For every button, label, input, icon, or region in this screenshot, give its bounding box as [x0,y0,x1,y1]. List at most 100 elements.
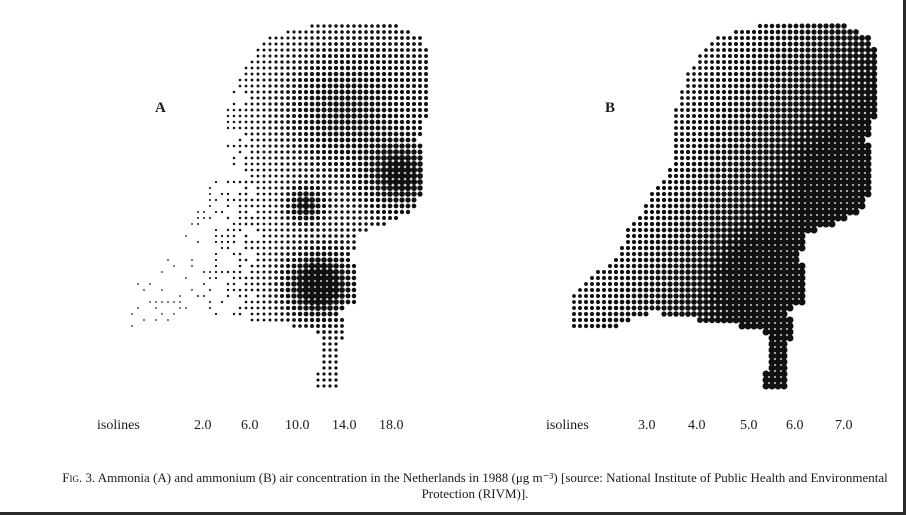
concentration-dot [697,269,703,275]
concentration-dot [775,113,781,119]
concentration-dot [685,299,691,305]
concentration-dot [292,228,296,232]
concentration-dot [673,155,679,161]
concentration-dot [810,148,818,156]
concentration-dot [291,263,297,269]
concentration-dot [357,53,363,59]
concentration-dot [780,298,788,306]
concentration-dot [328,222,332,226]
concentration-dot [298,168,302,172]
concentration-dot [268,246,272,250]
concentration-dot [274,276,278,280]
concentration-dot [757,149,763,155]
concentration-dot [411,95,417,101]
concentration-dot [781,23,787,29]
concentration-dot [721,185,727,191]
concentration-dot [256,198,260,202]
concentration-dot [704,78,708,82]
concentration-dot [286,96,290,100]
concentration-dot [769,113,775,119]
concentration-dot [757,131,763,137]
concentration-dot [268,162,272,166]
concentration-dot [840,166,848,174]
concentration-dot [750,286,758,294]
concentration-dot [661,209,667,215]
concentration-dot [685,305,691,311]
concentration-dot [393,197,399,203]
concentration-dot [285,281,291,287]
concentration-dot [726,268,734,276]
concentration-dot [697,149,703,155]
concentration-dot [810,178,818,186]
concentration-dot [291,299,297,305]
concentration-dot [339,317,345,323]
concentration-dot [334,180,338,184]
concentration-dot [244,294,248,298]
concentration-dot [787,89,793,95]
concentration-dot [709,185,715,191]
concentration-dot [732,256,740,264]
concentration-dot [590,288,594,292]
concentration-dot [238,216,242,220]
concentration-dot [750,292,758,300]
concentration-dot [226,288,230,292]
concentration-dot [268,48,272,52]
concentration-dot [358,24,362,28]
concentration-dot [709,239,715,245]
concentration-dot [846,178,854,186]
concentration-dot [691,125,697,131]
concentration-dot [357,131,363,137]
concentration-dot [685,185,691,191]
concentration-dot [244,156,248,160]
concentration-dot [309,89,315,95]
concentration-dot [643,221,649,227]
concentration-dot [208,276,212,280]
concentration-dot [805,83,811,89]
concentration-dot [721,203,727,209]
concentration-dot [673,191,679,197]
concentration-dot [637,215,643,221]
concentration-dot [722,54,726,58]
concentration-dot [268,186,272,190]
concentration-dot [768,358,776,366]
concentration-dot [756,292,764,300]
concentration-dot [715,71,721,77]
concentration-dot [358,48,362,52]
concentration-dot [340,336,344,340]
concentration-dot [822,202,830,210]
concentration-dot [250,72,254,76]
concentration-dot [369,203,375,209]
concentration-dot [316,372,320,376]
concentration-dot [774,202,782,210]
concentration-dot [697,185,703,191]
concentration-dot [685,167,691,173]
concentration-dot [589,323,595,329]
concentration-dot [780,334,788,342]
concentration-dot [322,162,326,166]
concentration-dot [763,65,769,71]
concentration-dot [697,131,703,137]
concentration-dot [762,220,770,228]
concentration-dot [661,281,667,287]
concentration-dot [673,251,679,257]
concentration-dot [744,304,752,312]
concentration-dot [709,167,715,173]
concentration-dot [345,65,351,71]
concentration-dot [315,311,321,317]
concentration-dot [321,155,327,161]
concentration-dot [781,89,787,95]
concentration-dot [376,210,380,214]
concentration-dot [763,149,769,155]
concentration-dot [412,42,416,46]
concentration-dot [763,41,769,47]
concentration-dot [708,316,716,324]
concentration-dot [703,173,709,179]
concentration-dot [810,184,818,192]
concentration-dot [333,125,339,131]
concentration-dot [351,53,357,59]
concentration-dot [822,154,830,162]
concentration-dot [376,30,380,34]
concentration-dot [667,311,673,317]
concentration-dot [345,263,351,269]
concentration-dot [363,89,369,95]
